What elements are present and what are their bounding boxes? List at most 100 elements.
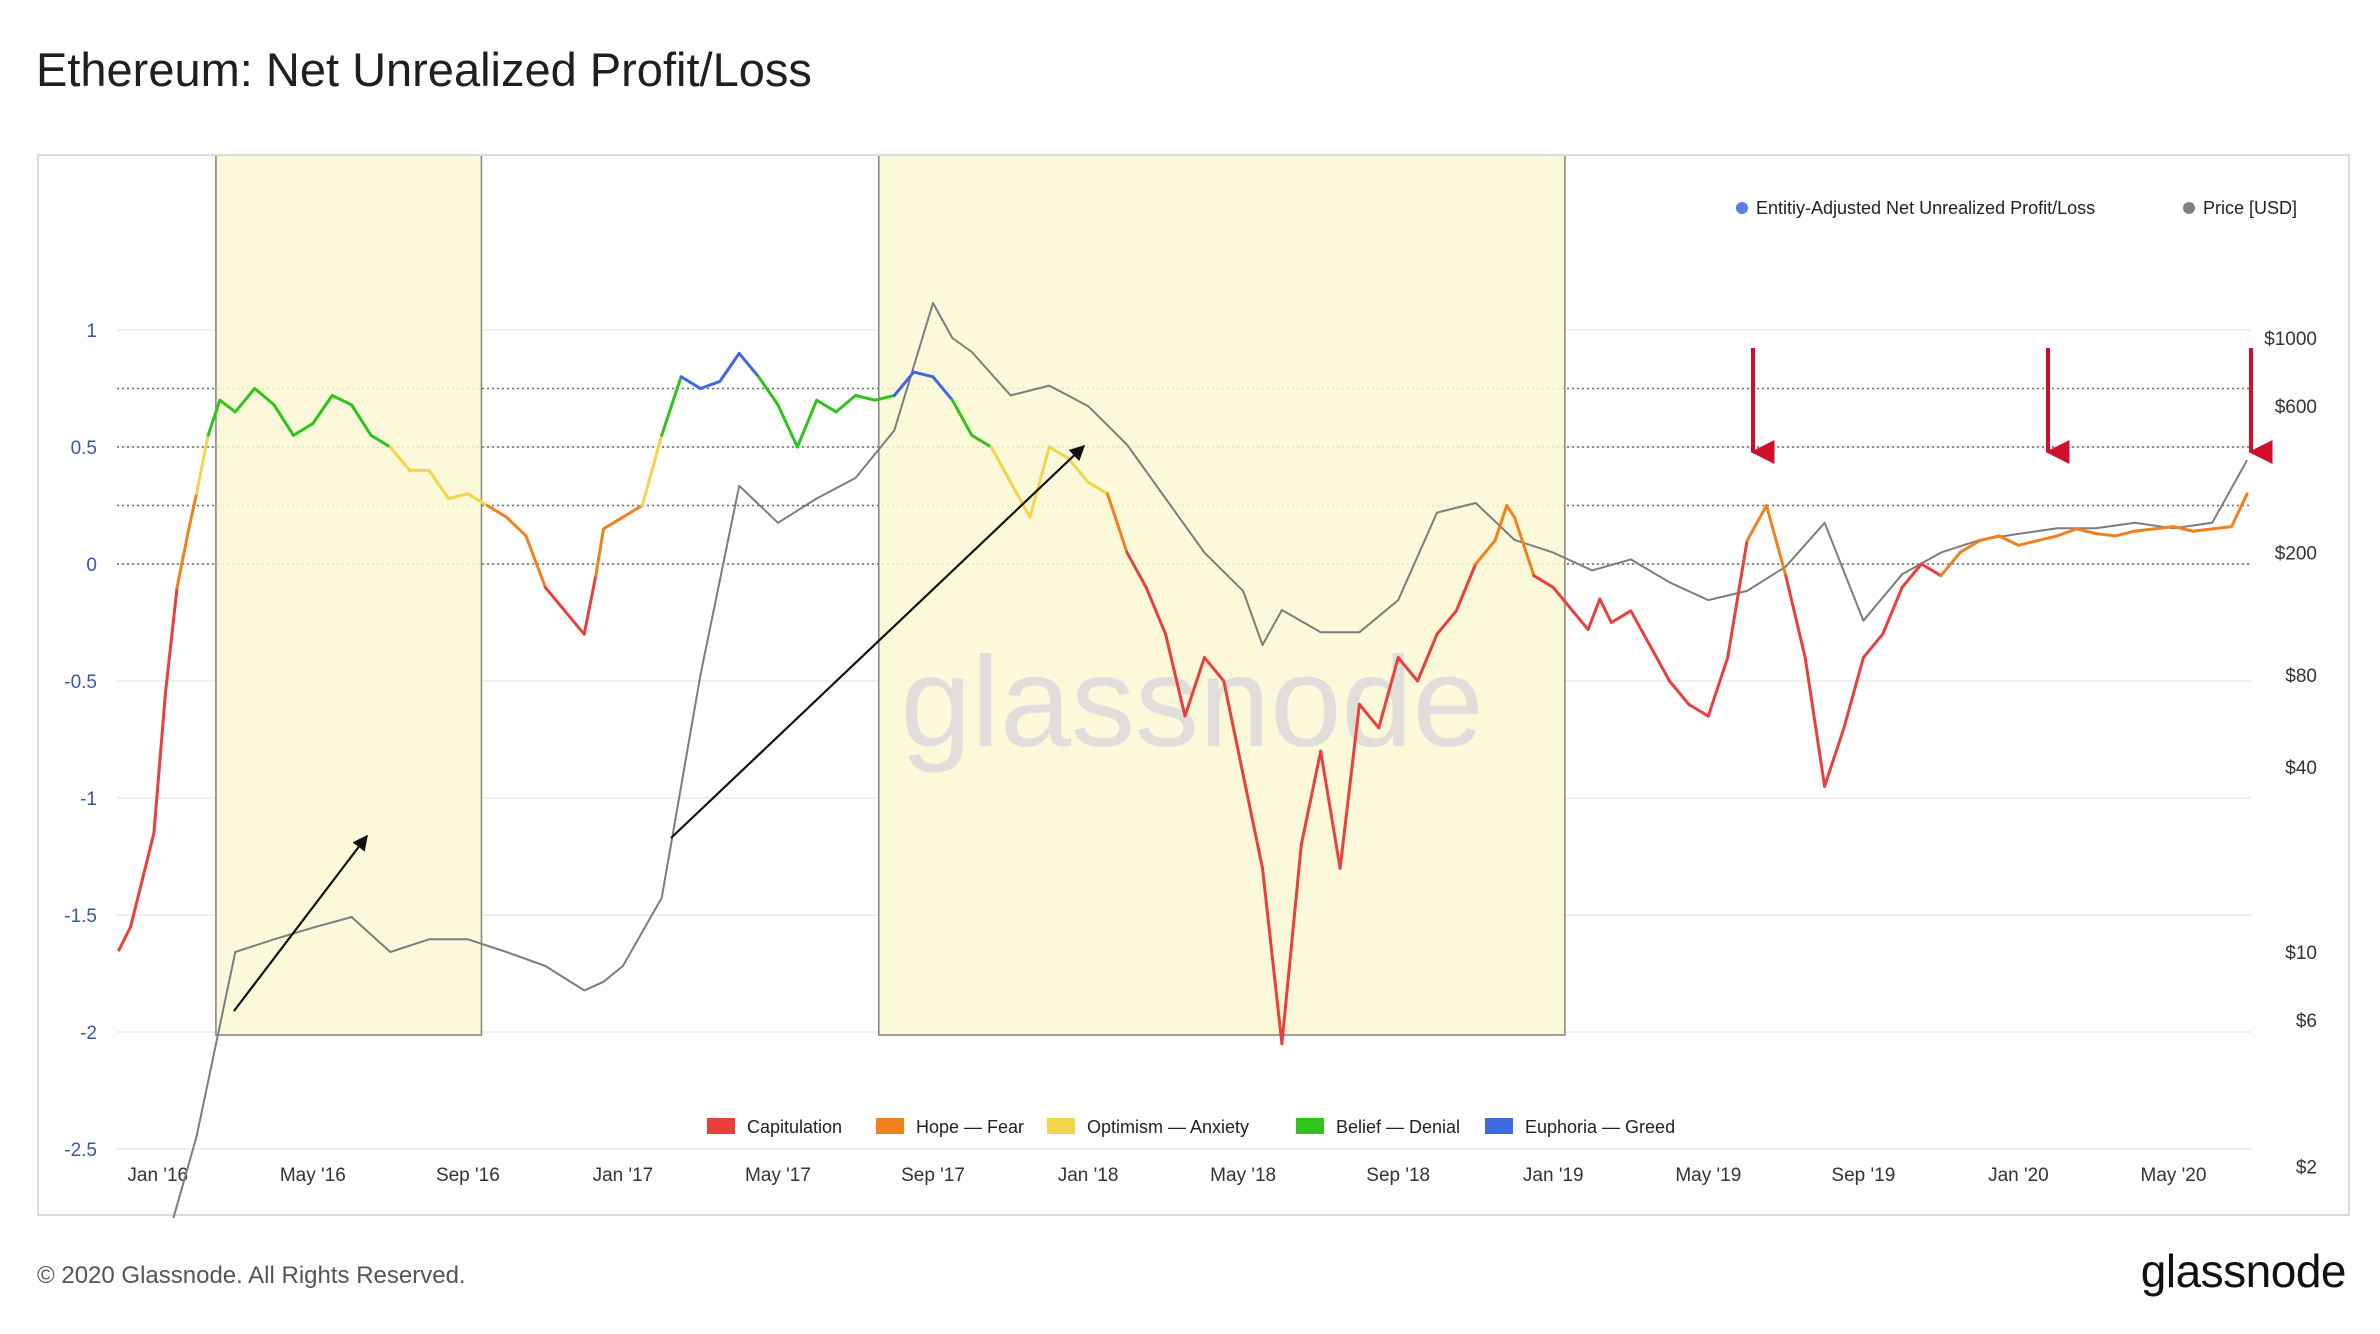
nupl-segment [175,527,191,589]
x-tick-label: Sep '19 [1831,1165,1895,1186]
brand-logo: glassnode [2140,1245,2347,1297]
nupl-segment [1687,702,1710,718]
trend-arrow [670,444,1086,839]
nupl-segment [195,433,210,496]
nupl-segment [1106,492,1129,554]
y-left-tick-label: -0.5 [64,672,97,693]
nupl-segment [505,515,528,538]
chart-svg: glassnode 1 0.5 0 -0.5 -1 -1.5 -2 -2.5 $1000 $600 $… [64,156,2317,1218]
nupl-segment [2016,539,2040,547]
nupl-segment [350,403,373,437]
nupl-segment [660,375,683,437]
zone-legend-swatch [1047,1118,1075,1134]
nupl-segment [621,504,644,519]
nupl-segment [834,394,857,414]
nupl-segment [543,585,567,613]
x-tick-label: Sep '18 [1366,1165,1430,1186]
nupl-segment [2230,492,2249,529]
nupl-segment [757,375,780,407]
nupl-segment [699,380,722,390]
nupl-segment [1958,539,1982,554]
nupl-segment [640,433,664,507]
nupl-segment [737,351,761,379]
nupl-segment [1997,534,2020,547]
nupl-segment [1609,609,1633,624]
x-tick-label: Jan '16 [127,1165,188,1186]
nupl-segment [679,375,702,390]
nupl-segment [1939,550,1962,578]
y-right-tick-label: $200 [2275,544,2317,565]
nupl-segment [1571,609,1590,631]
y-left-tick-label: 0.5 [71,438,97,459]
nupl-segment [466,492,489,507]
nupl-segment [2152,525,2175,531]
y-right-tick-label: $2 [2296,1158,2317,1179]
nupl-segment [1745,504,1768,543]
y-left-tick-label: -1 [80,789,97,810]
nupl-segment [129,878,144,929]
nupl-segment [1765,504,1788,578]
nupl-segment [931,375,954,402]
nupl-segment [1241,773,1264,870]
nupl-segment [1803,656,1827,788]
nupl-segment [582,574,598,636]
nupl-segment [1047,445,1071,461]
x-tick-label: Sep '17 [901,1165,965,1186]
nupl-segment [854,394,877,402]
nupl-segment [1067,457,1090,484]
y-right-tick-label: $600 [2275,397,2317,418]
nupl-segment [1842,656,1865,730]
nupl-segment [1435,609,1458,636]
nupl-segment [1493,504,1509,543]
nupl-segment [140,831,156,882]
x-tick-label: Jan '20 [1988,1165,2049,1186]
x-tick-label: Jan '17 [593,1165,654,1186]
nupl-segment [1144,585,1168,636]
nupl-segment [152,691,167,835]
nupl-segment [117,925,133,952]
x-tick-label: May '17 [745,1165,811,1186]
nupl-segment [1586,597,1602,631]
nupl-segment [1164,632,1187,718]
nupl-segment [1202,656,1226,683]
nupl-segment [311,394,334,426]
chart-title: Ethereum: Net Unrealized Profit/Loss [36,43,812,96]
nupl-segment [1784,574,1807,660]
nupl-segment [1183,656,1206,718]
nupl-segment [272,403,295,437]
nupl-segment [2094,532,2117,538]
zone-legend-label: Euphoria — Greed [1525,1117,1675,1137]
zone-legend-label: Capitulation [747,1117,842,1137]
watermark: glassnode [900,631,1484,774]
nupl-segment [2055,527,2079,538]
y-right-tick-label: $40 [2285,758,2317,779]
nupl-segment [1086,480,1109,496]
nupl-segment [1706,656,1730,718]
nupl-segment [2191,527,2214,533]
nupl-segment [1028,445,1051,519]
nupl-segment [1261,866,1284,1046]
price-line [172,302,2248,1218]
legend-dot-nupl [1736,202,1748,214]
copyright-notice: © 2020 Glassnode. All Rights Reserved. [37,1262,466,1289]
legend-label-price: Price [USD] [2203,198,2297,218]
x-tick-label: May '16 [280,1165,346,1186]
nupl-segment [369,433,392,449]
zone-legend-label: Optimism — Anxiety [1087,1117,1249,1137]
zone-legend-label: Hope — Fear [916,1117,1024,1137]
x-tick-label: Jan '18 [1058,1165,1119,1186]
nupl-segment [187,492,198,531]
nupl-segment [2113,529,2137,538]
y-left-tick-label: -2 [80,1023,97,1044]
highlight-period-box [877,156,1566,1036]
nupl-segment [1396,656,1420,683]
nupl-segment [2210,525,2234,531]
zone-legend-swatch [1485,1118,1513,1134]
nupl-segment [1474,539,1497,566]
nupl-segment [594,527,605,578]
nupl-segment [427,468,450,500]
nupl-segment [233,387,257,414]
nupl-segment [1009,480,1032,519]
nupl-segment [2133,527,2156,533]
nupl-segment [1598,597,1613,624]
